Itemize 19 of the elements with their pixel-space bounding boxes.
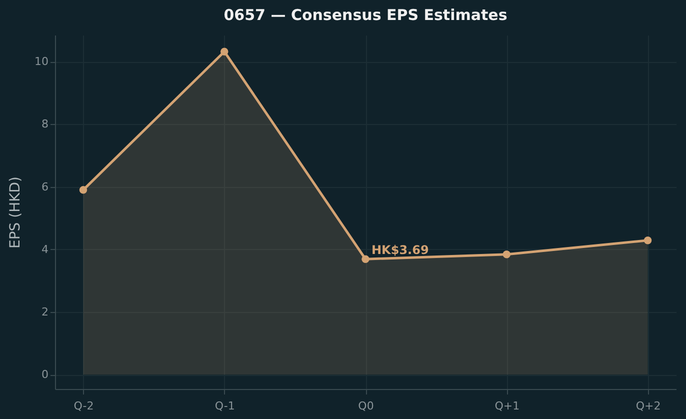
x-tick-label: Q+2 — [636, 400, 661, 412]
x-tick-label: Q+1 — [494, 400, 520, 412]
point — [644, 236, 652, 244]
point — [362, 255, 370, 263]
y-tick-label: 10 — [34, 55, 48, 68]
y-tick-label: 6 — [42, 180, 48, 194]
x-tick-label: Q-2 — [74, 400, 94, 412]
y-tick-label: 8 — [42, 118, 48, 131]
y-tick-label: 4 — [42, 242, 48, 256]
annotation: HK$3.69 — [372, 243, 429, 258]
x-tick-label: Q-1 — [214, 400, 235, 412]
point — [220, 48, 228, 56]
point — [79, 186, 88, 194]
y-tick-label: 0 — [42, 368, 48, 382]
y-tick-label: 2 — [42, 306, 48, 319]
x-tick-label: Q0 — [358, 400, 374, 412]
y-axis-title: EPS (HKD) — [8, 176, 24, 249]
chart-title: 0657 — Consensus EPS Estimates — [224, 6, 508, 24]
point — [502, 250, 511, 258]
